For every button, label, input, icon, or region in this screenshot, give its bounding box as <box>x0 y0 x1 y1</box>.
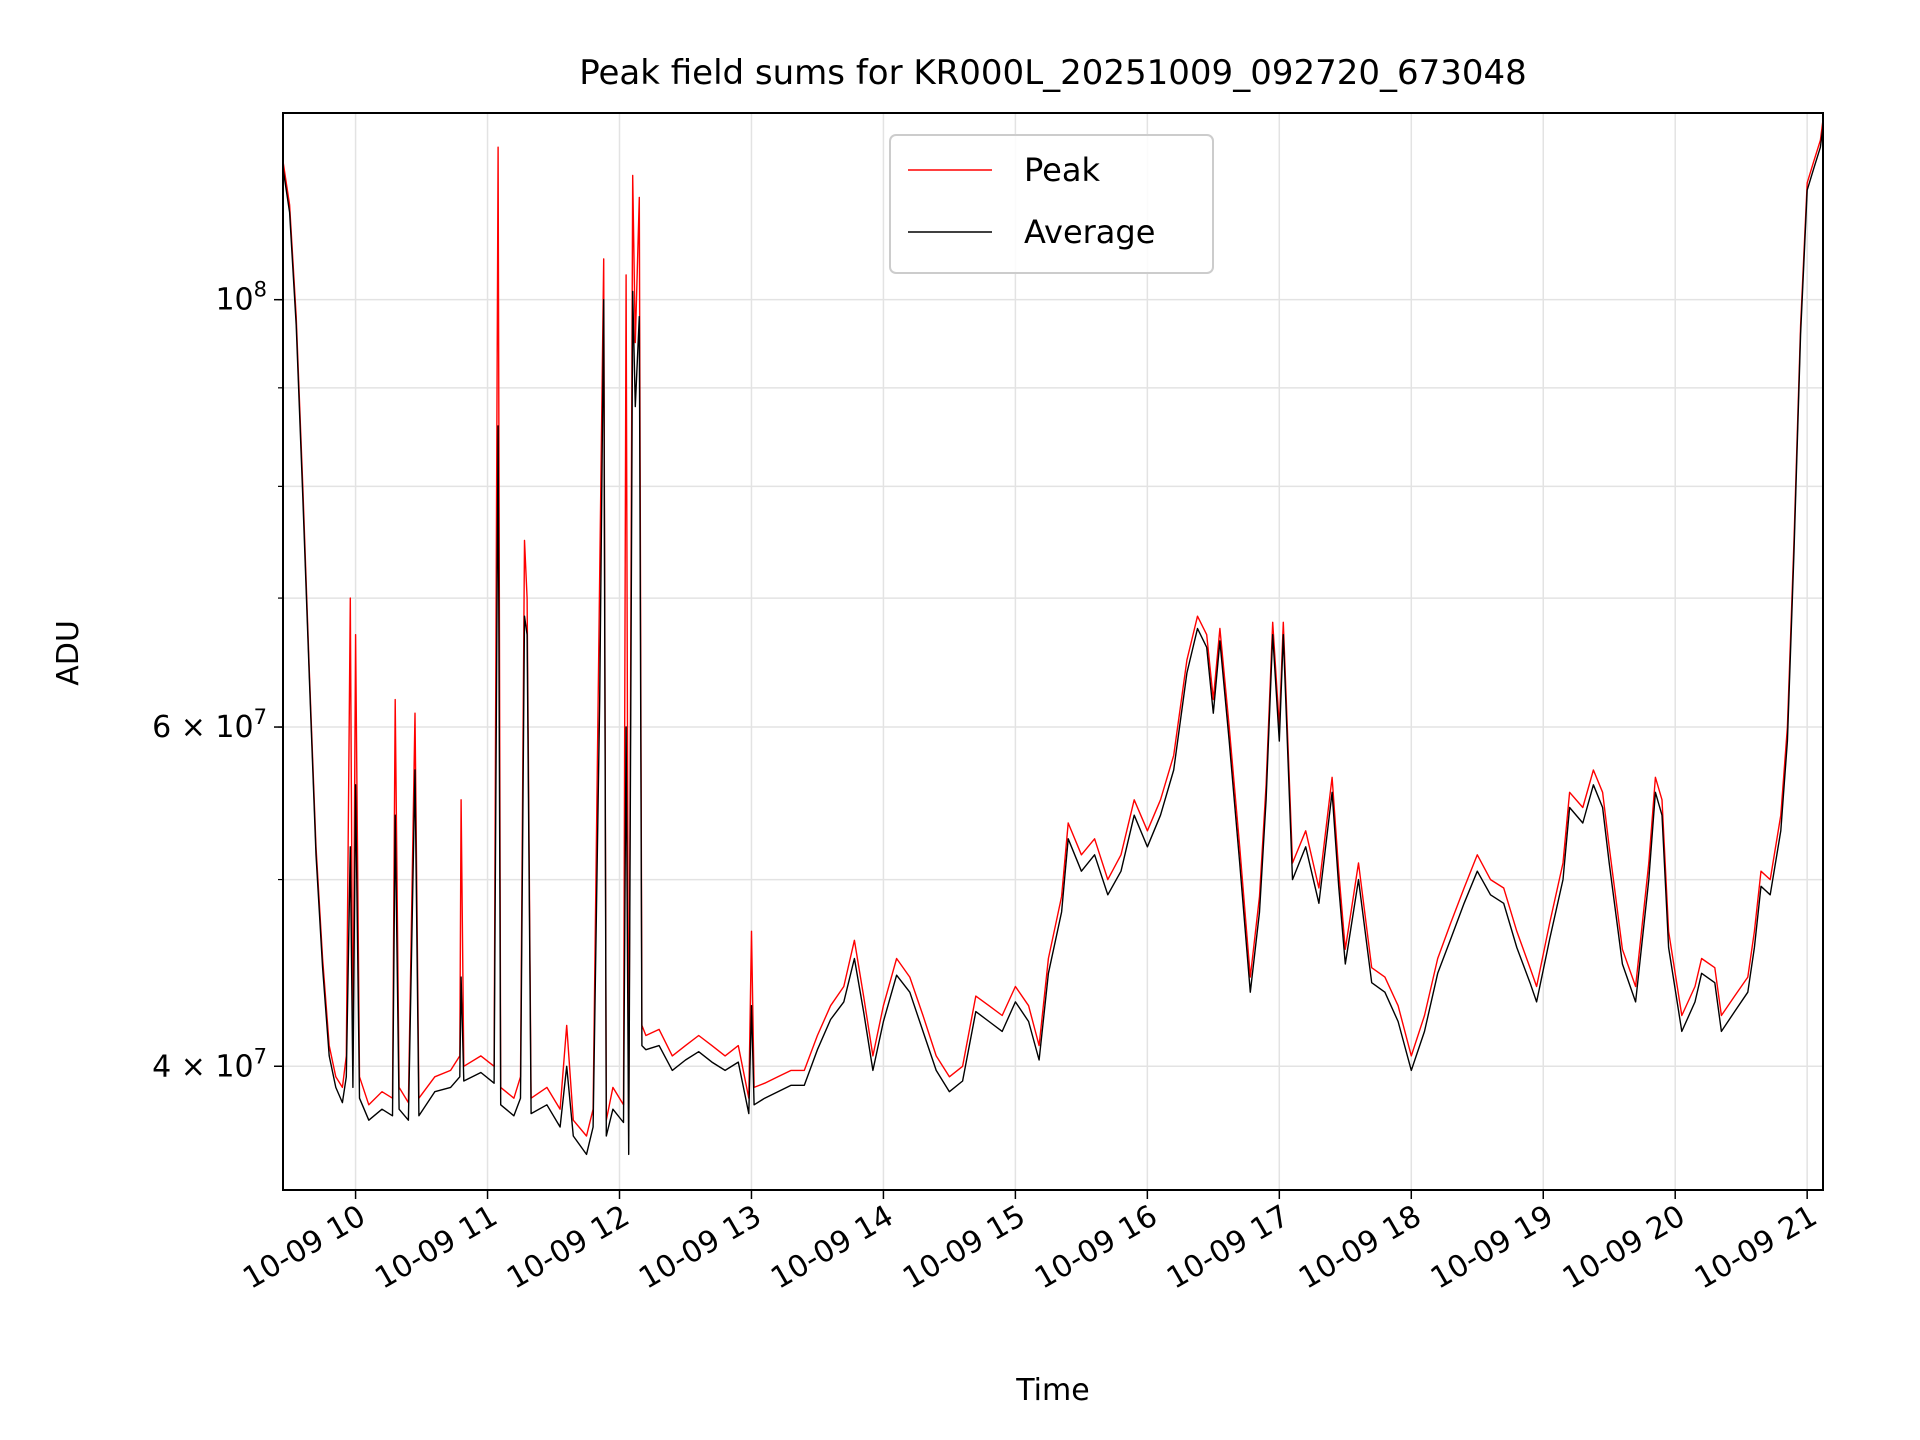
grid-lines <box>283 113 1823 1190</box>
y-tick-label: 6 × 107 <box>152 705 267 745</box>
x-axis-label: Time <box>1015 1373 1089 1408</box>
legend-label-average: Average <box>1024 213 1155 251</box>
y-tick-label: 108 <box>215 278 267 318</box>
plot-area-frame <box>282 112 1824 1191</box>
legend-label-peak: Peak <box>1024 151 1100 189</box>
y-axis: 4 × 107 6 × 107 108 <box>152 278 283 1084</box>
series-line-average <box>282 126 1824 1156</box>
series-lines <box>282 119 1824 1156</box>
y-tick-label: 4 × 107 <box>152 1044 267 1084</box>
y-axis-label: ADU <box>51 620 86 686</box>
series-line-peak <box>282 119 1824 1137</box>
legend: Peak Average <box>889 134 1214 274</box>
chart-title: Peak field sums for KR000L_20251009_0927… <box>579 53 1527 93</box>
